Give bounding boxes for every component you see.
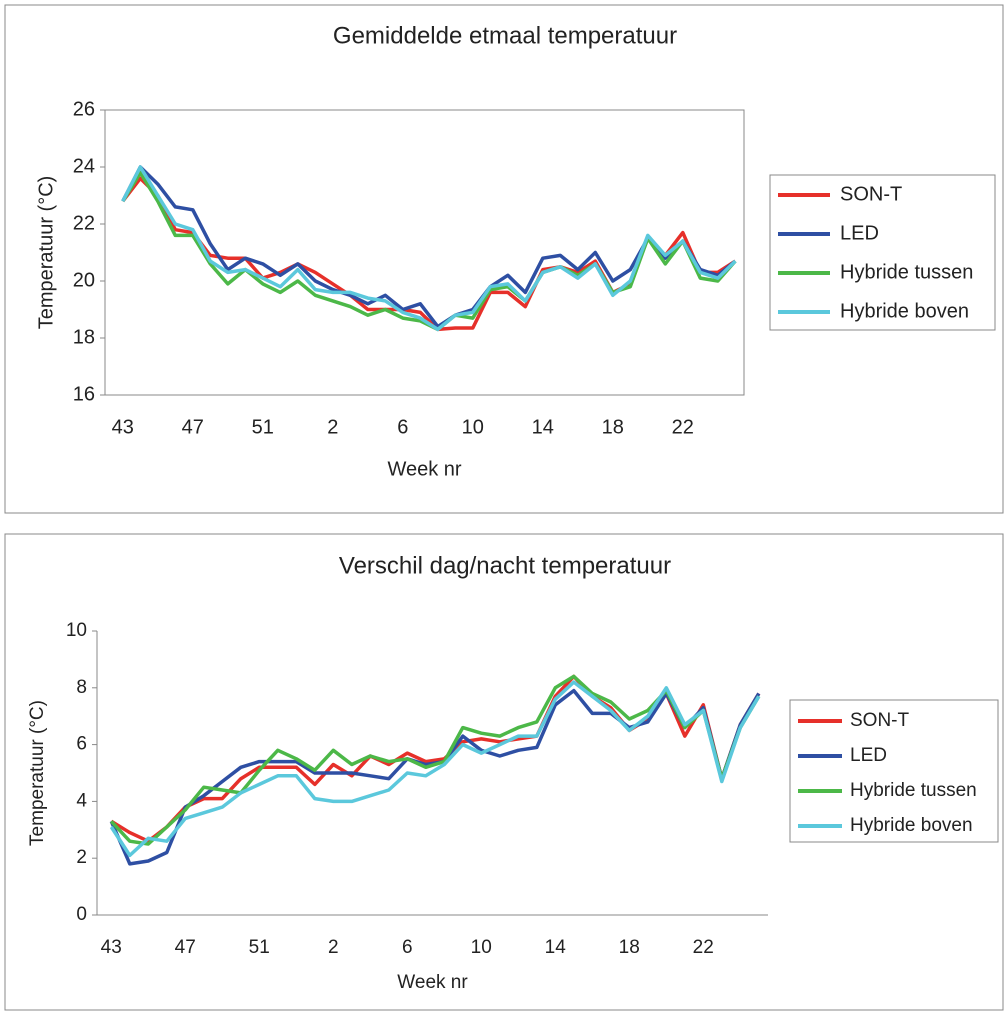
x-tick-label: 43 <box>101 937 122 958</box>
y-tick-label: 10 <box>66 620 87 641</box>
chart-title: Verschil dag/nacht temperatuur <box>339 552 671 579</box>
x-tick-label: 10 <box>462 416 484 438</box>
x-tick-label: 47 <box>182 416 204 438</box>
x-tick-label: 51 <box>252 416 274 438</box>
x-tick-label: 14 <box>532 416 554 438</box>
x-tick-label: 6 <box>397 416 408 438</box>
x-tick-label: 22 <box>672 416 694 438</box>
y-tick-label: 8 <box>76 677 87 698</box>
x-tick-label: 2 <box>327 416 338 438</box>
legend-label: Hybride tussen <box>840 261 973 283</box>
y-tick-label: 16 <box>73 383 95 405</box>
legend <box>789 699 999 843</box>
legend-label: LED <box>840 222 879 244</box>
x-tick-label: 43 <box>112 416 134 438</box>
y-tick-label: 26 <box>73 98 95 120</box>
legend-label: SON-T <box>840 183 902 205</box>
x-tick-label: 51 <box>249 937 270 958</box>
legend <box>769 174 996 331</box>
legend-label: Hybride boven <box>850 815 973 836</box>
x-tick-label: 18 <box>619 937 640 958</box>
x-tick-label: 2 <box>328 937 339 958</box>
legend-label: LED <box>850 745 887 766</box>
plot-frame <box>104 109 745 396</box>
y-tick-label: 4 <box>76 790 87 811</box>
y-tick-label: 6 <box>76 734 87 755</box>
series-line <box>110 674 761 846</box>
legend-label: Hybride boven <box>840 300 969 322</box>
x-tick-label: 14 <box>545 937 567 958</box>
series-line <box>121 165 737 329</box>
x-tick-label: 18 <box>602 416 624 438</box>
y-tick-label: 18 <box>73 326 95 348</box>
x-axis-label: Week nr <box>387 458 461 480</box>
series-line <box>109 680 761 858</box>
y-tick-label: 20 <box>73 269 95 291</box>
chart-title: Gemiddelde etmaal temperatuur <box>333 22 677 49</box>
legend-label: SON-T <box>850 710 910 731</box>
y-tick-label: 2 <box>76 847 87 868</box>
y-axis-label: Temperatuur (°C) <box>27 700 48 846</box>
y-tick-label: 22 <box>73 212 95 234</box>
x-tick-label: 10 <box>471 937 492 958</box>
x-tick-label: 6 <box>402 937 413 958</box>
y-tick-label: 24 <box>73 155 95 177</box>
x-axis-label: Week nr <box>397 972 468 993</box>
y-axis-label: Temperatuur (°C) <box>35 176 57 330</box>
x-tick-label: 47 <box>175 937 196 958</box>
x-tick-label: 22 <box>693 937 714 958</box>
y-tick-label: 0 <box>76 904 87 925</box>
legend-label: Hybride tussen <box>850 780 977 801</box>
series-line <box>121 165 737 332</box>
